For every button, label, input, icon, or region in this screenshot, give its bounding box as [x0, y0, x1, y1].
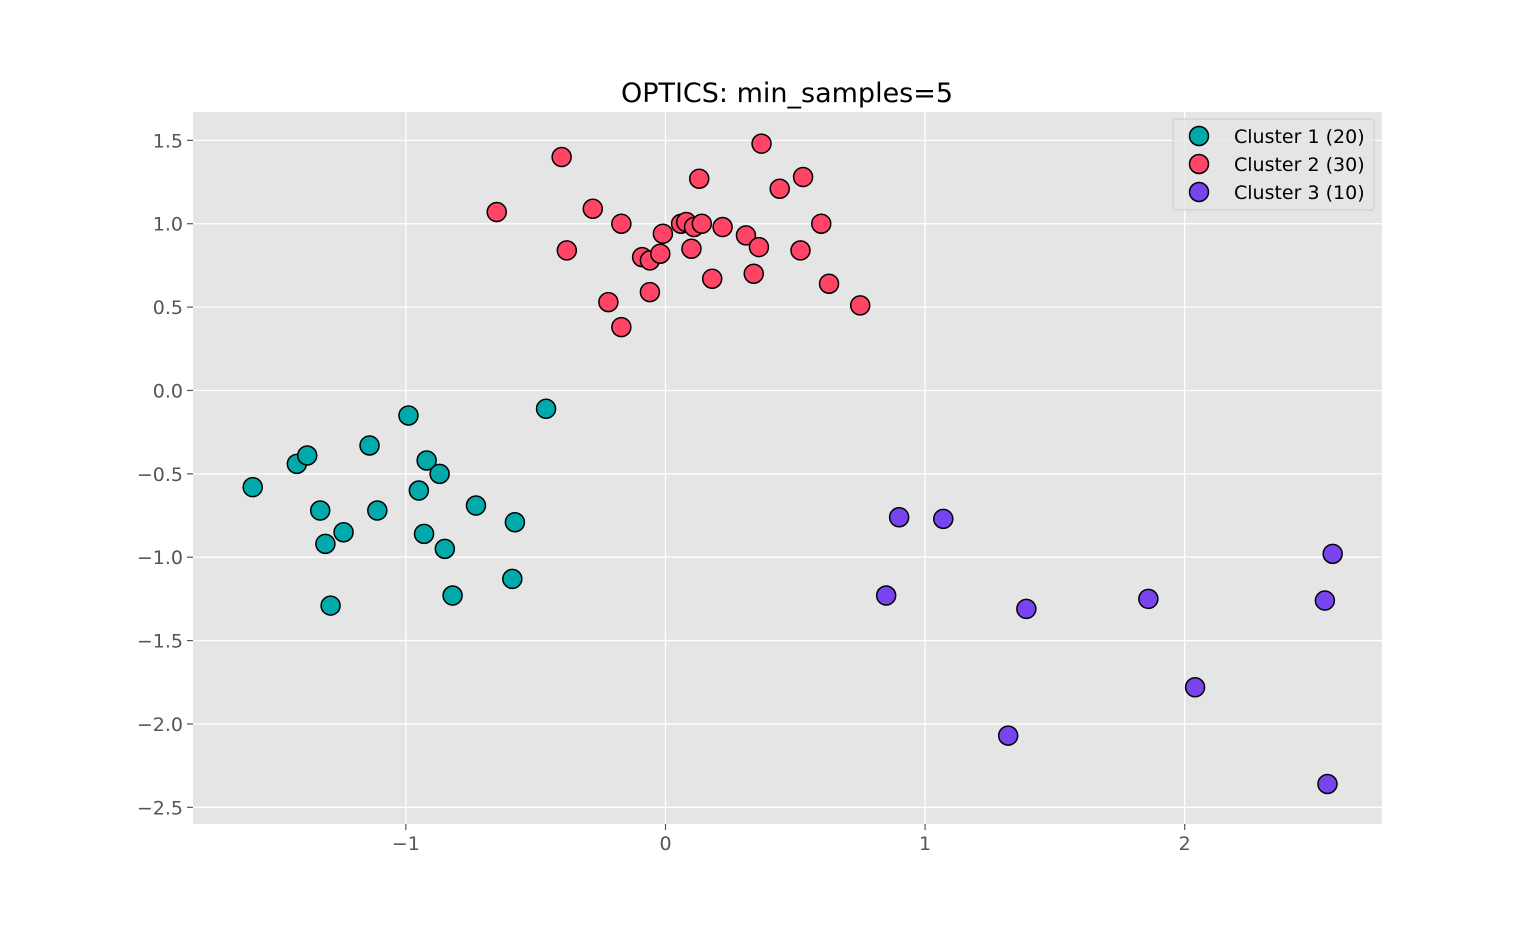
- cluster-3-point: [875, 585, 897, 606]
- y-tick-label: 1.0: [153, 214, 183, 236]
- cluster-1-point: [434, 538, 456, 560]
- cluster-2-point: [598, 291, 619, 313]
- cluster-1-point: [315, 533, 336, 555]
- grid: [193, 112, 1382, 824]
- cluster-2-point: [556, 240, 578, 261]
- legend-marker-cluster-3: [1188, 181, 1210, 203]
- cluster-2-point: [582, 198, 604, 219]
- cluster-1-point: [367, 500, 388, 521]
- cluster-2-point: [486, 201, 507, 223]
- cluster-3-point: [997, 725, 1019, 746]
- cluster-1-point: [296, 445, 318, 466]
- cluster-1-point: [535, 398, 557, 420]
- cluster-2-point: [611, 213, 632, 234]
- cluster-1-point: [242, 476, 263, 498]
- cluster-1-point: [398, 405, 419, 426]
- y-tick-label: −1.0: [137, 547, 183, 569]
- cluster-1-point: [416, 450, 437, 471]
- cluster-1-point: [413, 523, 435, 545]
- cluster-1-point: [442, 585, 463, 606]
- cluster-3-point: [1138, 588, 1159, 610]
- cluster-2-point: [688, 168, 710, 189]
- x-axis-ticks: −1 0 1 2: [392, 824, 1191, 855]
- cluster-1-point: [502, 568, 523, 590]
- legend: Cluster 1 (20) Cluster 2 (30) Cluster 3 (1…: [1172, 118, 1375, 211]
- x-tick-label: 0: [659, 833, 671, 855]
- legend-label-cluster-1: Cluster 1 (20): [1234, 126, 1365, 148]
- legend-label-cluster-2: Cluster 2 (30): [1234, 154, 1365, 176]
- y-tick-label: 1.5: [153, 130, 183, 152]
- cluster-1-point: [465, 495, 487, 516]
- cluster-1-point: [359, 435, 380, 456]
- data-points: [242, 133, 1343, 795]
- cluster-1-point: [320, 595, 341, 616]
- cluster-2-point: [551, 146, 572, 168]
- cluster-1-point: [504, 511, 526, 533]
- plot-background: [193, 112, 1382, 824]
- x-tick-label: −1: [392, 833, 420, 855]
- cluster-2-point: [691, 213, 713, 234]
- cluster-3-point: [1184, 677, 1206, 698]
- legend-marker-cluster-1: [1188, 125, 1210, 147]
- cluster-2-point: [790, 240, 811, 261]
- cluster-2-point: [681, 238, 702, 259]
- y-tick-label: −1.5: [137, 631, 183, 653]
- cluster-2-point: [735, 225, 757, 246]
- cluster-2-point: [652, 223, 674, 244]
- cluster-2-point: [769, 178, 790, 199]
- legend-marker-cluster-2: [1188, 153, 1210, 175]
- cluster-2-point: [743, 263, 765, 284]
- cluster-2-point: [818, 273, 840, 294]
- cluster-2-point: [701, 268, 723, 289]
- cluster-2-point: [611, 316, 632, 338]
- cluster-2-point: [712, 216, 733, 238]
- legend-label-cluster-3: Cluster 3 (10): [1234, 182, 1365, 204]
- cluster-1-point: [429, 463, 450, 485]
- cluster-2-point: [792, 166, 814, 188]
- cluster-3-point: [1322, 543, 1343, 565]
- y-tick-label: −0.5: [137, 464, 183, 486]
- cluster-2-point: [650, 243, 671, 264]
- cluster-3-point: [1317, 773, 1338, 795]
- x-tick-label: 1: [919, 833, 931, 855]
- x-tick-label: 2: [1179, 833, 1191, 855]
- cluster-2-point: [748, 236, 770, 258]
- legend-box: [1172, 118, 1375, 211]
- cluster-2-point: [849, 295, 871, 316]
- y-tick-label: 0.0: [153, 380, 183, 402]
- cluster-3-point: [1314, 590, 1336, 611]
- y-axis-ticks: 1.5 1.0 0.5 0.0 −0.5 −1.0 −1.5 −2.0 −2.5: [137, 130, 193, 819]
- cluster-1-point: [333, 521, 354, 543]
- cluster-1-point: [408, 480, 430, 501]
- cluster-2-point: [639, 281, 661, 303]
- cluster-3-point: [1016, 598, 1037, 620]
- cluster-2-point: [751, 133, 772, 154]
- y-tick-label: 0.5: [153, 297, 183, 319]
- y-tick-label: −2.0: [137, 714, 183, 736]
- cluster-1-point: [309, 500, 331, 521]
- chart-title: OPTICS: min_samples=5: [621, 78, 953, 109]
- cluster-3-point: [888, 506, 910, 528]
- cluster-2-point: [810, 213, 832, 234]
- y-tick-label: −2.5: [137, 797, 183, 819]
- cluster-3-point: [933, 508, 954, 530]
